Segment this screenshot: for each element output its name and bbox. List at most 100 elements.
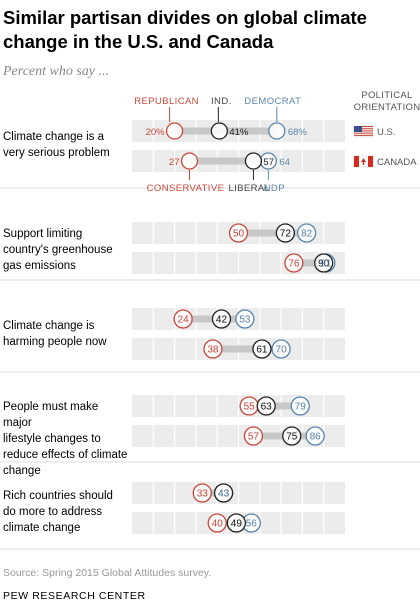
legend-canada-1: LIBERAL [228, 183, 270, 194]
question-label: Climate change is harming people now [3, 318, 128, 350]
q3-us-value-label-2: 53 [239, 315, 251, 326]
q3-canada-dot-2 [271, 339, 291, 359]
q2-canada-value-label-1: 90 [318, 259, 330, 270]
q1-canada-dot-0 [180, 152, 199, 170]
us-flag-stripe [354, 134, 373, 136]
question-label-line: change [3, 465, 41, 477]
question-label-line: very serious problem [3, 147, 110, 159]
q4-canada-dot-2 [305, 426, 325, 446]
q5-canada-value-label-0: 40 [212, 519, 224, 530]
q5-us-value-label-0: 33 [197, 489, 209, 500]
q1-us-value-label-1: 41% [229, 127, 249, 138]
canada-flag-band [354, 156, 359, 167]
q2-canada-dot-1 [314, 253, 334, 273]
q2-canada-dot-0 [284, 253, 304, 273]
q1-canada-value-label-1: 57 [263, 157, 274, 168]
question-label: Climate change is a very serious problem [3, 129, 128, 161]
q3-canada-dot-0 [203, 339, 223, 359]
us-flag-stripe [354, 126, 373, 128]
question-label-line: Rich countries should [3, 490, 113, 502]
q1-us-value-label-0: 20% [146, 127, 166, 138]
q4-us-value-label-1: 63 [261, 402, 273, 413]
brand-footer: PEW RESEARCH CENTER [3, 590, 146, 602]
canada-flag-band [368, 156, 373, 167]
question-label: Support limiting country's greenhouse gas … [3, 226, 128, 274]
q3-us-dot-2 [235, 309, 255, 329]
question-label-line: lifestyle changes to [3, 433, 101, 445]
question-label: People must make major lifestyle changes … [3, 399, 128, 479]
q2-canada-value-label-2: 91 [320, 259, 332, 270]
question-label-line: harming people now [3, 336, 107, 348]
q1-canada-dot-1 [244, 152, 263, 170]
q3-canada-value-label-2: 70 [276, 345, 288, 356]
question-label-line: climate change [3, 522, 81, 534]
legend-us-1: IND. [211, 96, 232, 107]
legend-us-2: DEMOCRAT [244, 96, 301, 107]
question-label-line: Climate change is [3, 320, 95, 332]
legend-canada-2: NDP [264, 183, 285, 194]
q4-us-dot-1 [256, 396, 276, 416]
q4-canada-value-label-0: 57 [248, 432, 260, 443]
us-flag-stripe [354, 132, 373, 134]
legend-header-line-2: ORIENTATION [354, 102, 420, 113]
q2-us-value-label-2: 82 [301, 229, 313, 240]
legend-canada-0: CONSERVATIVE [147, 183, 225, 194]
q3-canada-value-label-1: 61 [256, 345, 268, 356]
legend-country-us: U.S. [377, 127, 395, 138]
q5-canada-value-label-2: 56 [246, 519, 258, 530]
chart-title: Similar partisan divides on global clima… [3, 7, 367, 52]
q3-us-dot-0 [173, 309, 193, 329]
q5-us-dot-0 [192, 483, 212, 503]
q2-us-dot-0 [228, 223, 249, 243]
question-label-line: reduce effects of climate [3, 449, 128, 461]
q5-canada-dot-1 [226, 513, 247, 533]
q5-canada-dot-0 [207, 513, 227, 533]
q3-us-dot-1 [211, 309, 232, 329]
q2-us-range-bar [238, 229, 307, 237]
q1-us-dot-1 [210, 122, 228, 140]
question-label-line: Support limiting [3, 228, 83, 240]
q5-us-value-label-1: 43 [218, 489, 230, 500]
q1-us-value-label-2: 68% [288, 127, 308, 138]
q3-canada-range-bar [212, 345, 282, 353]
q1-canada-range-bar [189, 157, 269, 165]
legend-header-line-1: POLITICAL [361, 90, 412, 101]
question-label-line: People must make major [3, 401, 99, 429]
q5-us-value-label-2: 43 [218, 489, 230, 500]
q2-us-dot-1 [275, 223, 296, 243]
q2-us-dot-2 [297, 223, 317, 243]
maple-leaf-icon [361, 158, 366, 165]
question-label-line: gas emissions [3, 260, 76, 272]
q4-canada-value-label-2: 86 [310, 432, 322, 443]
legend-country-canada: CANADA [377, 157, 417, 168]
q3-canada-value-label-0: 38 [207, 345, 219, 356]
q4-us-dot-2 [290, 396, 310, 416]
q3-canada-dot-1 [252, 339, 272, 359]
question-label-line: Climate change is a [3, 131, 104, 143]
q1-canada-value-label-0: 27 [169, 157, 180, 168]
question-label-line: do more to address [3, 506, 103, 518]
q5-us-range-bar [202, 489, 224, 497]
q3-us-value-label-0: 24 [178, 315, 190, 326]
us-flag-stripe [354, 130, 373, 132]
q5-us-dot-1 [213, 483, 234, 503]
question-label: Rich countries should do more to address c… [3, 488, 128, 536]
q2-us-value-label-1: 72 [280, 229, 292, 240]
legend-us-0: REPUBLICAN [134, 96, 199, 107]
q4-canada-dot-1 [282, 426, 302, 446]
q5-canada-value-label-1: 49 [231, 519, 243, 530]
q2-canada-range-bar [293, 259, 326, 267]
question-label-line: country's greenhouse [3, 244, 113, 256]
q1-canada-value-label-2: 64 [279, 157, 290, 168]
q2-canada-value-label-0: 76 [288, 259, 300, 270]
chart-subtitle: Percent who say ... [3, 64, 110, 79]
q1-us-dot-0 [165, 122, 184, 140]
q4-canada-dot-0 [243, 426, 264, 446]
q3-us-value-label-1: 42 [216, 315, 228, 326]
q4-us-value-label-0: 55 [244, 402, 256, 413]
source-note: Source: Spring 2015 Global Attitudes sur… [3, 567, 212, 579]
q4-us-value-label-2: 79 [295, 402, 307, 413]
us-flag-stripe [354, 128, 373, 130]
q1-us-dot-2 [268, 122, 286, 140]
